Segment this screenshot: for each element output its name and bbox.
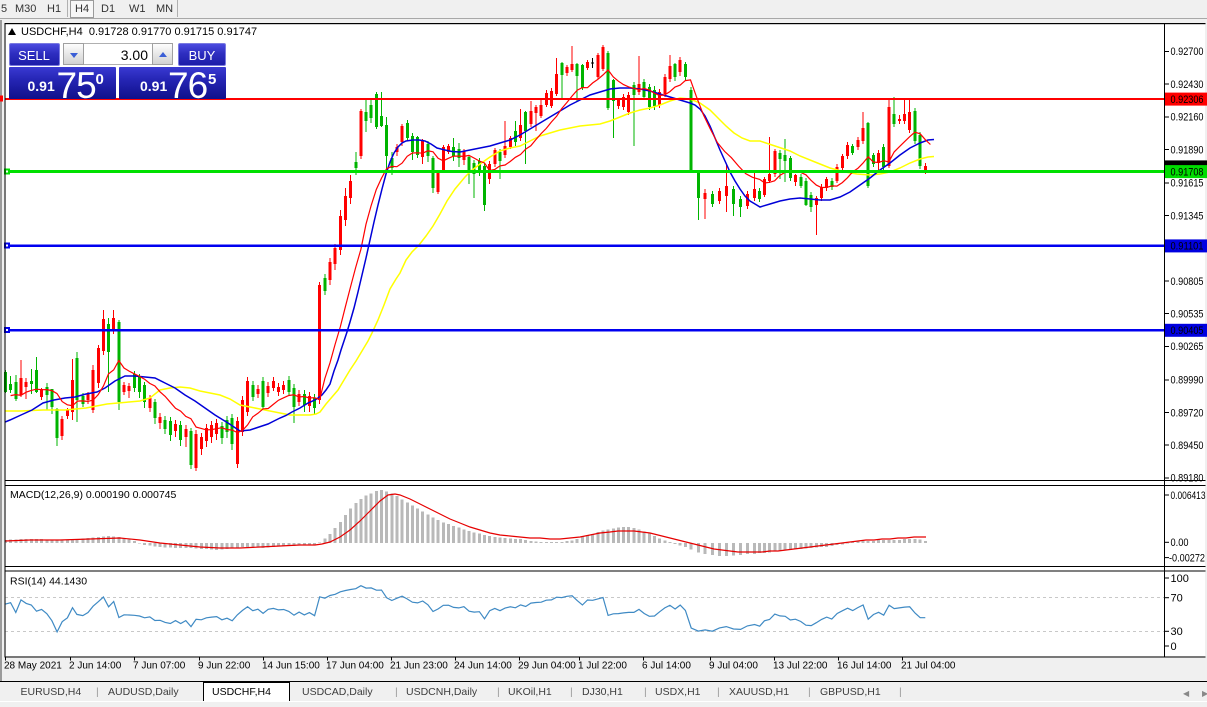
svg-text:29 Jun 04:00: 29 Jun 04:00 xyxy=(518,661,576,672)
svg-text:0.00: 0.00 xyxy=(1171,537,1189,549)
svg-text:21 Jul 04:00: 21 Jul 04:00 xyxy=(901,661,956,672)
svg-text:0.91615: 0.91615 xyxy=(1171,178,1204,190)
svg-text:1 Jul 22:00: 1 Jul 22:00 xyxy=(578,661,627,672)
svg-text:70: 70 xyxy=(1171,593,1183,605)
svg-text:0.92306: 0.92306 xyxy=(1171,94,1204,106)
svg-text:0.89990: 0.89990 xyxy=(1171,375,1204,387)
svg-text:100: 100 xyxy=(1171,573,1189,585)
svg-text:USDCHF,H4 0.91728 0.91770 0.9: USDCHF,H4 0.91728 0.91770 0.91715 0.9174… xyxy=(21,26,257,38)
svg-text:0.90805: 0.90805 xyxy=(1171,276,1204,288)
svg-text:9 Jul 04:00: 9 Jul 04:00 xyxy=(709,661,758,672)
svg-text:0.89720: 0.89720 xyxy=(1171,407,1204,419)
svg-text:0.89450: 0.89450 xyxy=(1171,440,1204,452)
svg-text:0.90265: 0.90265 xyxy=(1171,341,1204,353)
svg-text:6 Jul 14:00: 6 Jul 14:00 xyxy=(642,661,691,672)
svg-text:0.89180: 0.89180 xyxy=(1171,473,1204,485)
svg-text:MACD(12,26,9) 0.000190 0.00074: MACD(12,26,9) 0.000190 0.000745 xyxy=(10,489,177,501)
svg-text:2 Jun 14:00: 2 Jun 14:00 xyxy=(69,661,122,672)
svg-text:7 Jun 07:00: 7 Jun 07:00 xyxy=(133,661,186,672)
svg-text:13 Jul 22:00: 13 Jul 22:00 xyxy=(773,661,828,672)
svg-text:0.90535: 0.90535 xyxy=(1171,309,1204,321)
svg-text:17 Jun 04:00: 17 Jun 04:00 xyxy=(326,661,384,672)
svg-text:21 Jun 23:00: 21 Jun 23:00 xyxy=(390,661,448,672)
svg-text:RSI(14) 44.1430: RSI(14) 44.1430 xyxy=(10,576,87,588)
svg-text:16 Jul 14:00: 16 Jul 14:00 xyxy=(837,661,892,672)
svg-text:9 Jun 22:00: 9 Jun 22:00 xyxy=(198,661,251,672)
svg-text:0.92160: 0.92160 xyxy=(1171,112,1204,124)
svg-text:0.91345: 0.91345 xyxy=(1171,210,1204,222)
svg-text:0: 0 xyxy=(1171,641,1177,653)
svg-text:0.92700: 0.92700 xyxy=(1171,46,1204,58)
svg-text:0.91890: 0.91890 xyxy=(1171,144,1204,156)
svg-text:0.91708: 0.91708 xyxy=(1171,166,1204,178)
svg-text:14 Jun 15:00: 14 Jun 15:00 xyxy=(262,661,320,672)
svg-text:0.91101: 0.91101 xyxy=(1171,241,1204,253)
svg-text:30: 30 xyxy=(1171,626,1183,638)
svg-text:0.92430: 0.92430 xyxy=(1171,79,1204,91)
svg-text:0.90405: 0.90405 xyxy=(1171,325,1204,337)
svg-text:24 Jun 14:00: 24 Jun 14:00 xyxy=(454,661,512,672)
svg-text:0.006413: 0.006413 xyxy=(1171,490,1206,502)
svg-text:28 May 2021: 28 May 2021 xyxy=(4,661,62,672)
svg-text:-0.00272: -0.00272 xyxy=(1169,552,1205,564)
